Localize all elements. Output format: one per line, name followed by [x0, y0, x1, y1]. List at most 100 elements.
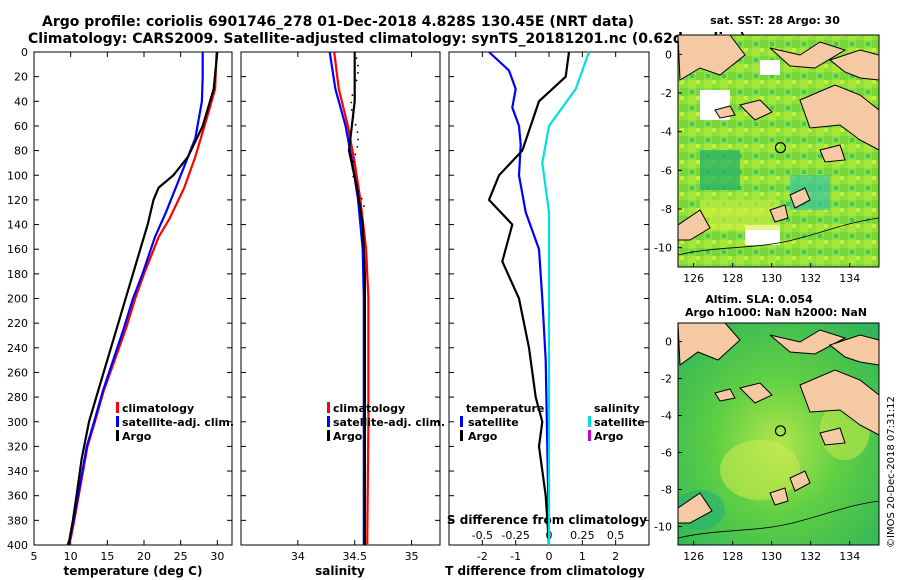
- y-tick-label: 100: [7, 169, 28, 182]
- map-x-tick-label: 128: [722, 272, 743, 285]
- series-t-satellite: [488, 51, 551, 546]
- sla-argo-marker: [774, 425, 787, 437]
- map-y-tick-label: -2: [661, 87, 672, 100]
- x-tick-label: 25: [174, 550, 188, 563]
- series-satellite-adj-clim-: [66, 52, 204, 546]
- map-x-tick-label: 132: [800, 272, 821, 285]
- sla-map: [678, 323, 879, 545]
- sla-map-title2: Argo h1000: NaN h2000: NaN: [685, 306, 867, 319]
- argo-salinity-dot: [350, 101, 353, 104]
- y-tick-label: 360: [7, 490, 28, 503]
- legend-label-climatology: climatology: [122, 402, 194, 415]
- legend-swatch-climatology: [327, 402, 330, 413]
- x-tick-label: 5: [31, 550, 38, 563]
- argo-salinity-dot: [352, 175, 355, 178]
- map-x-tick-label: 130: [761, 272, 782, 285]
- y-tick-label: 400: [7, 539, 28, 552]
- legend-label-s-satellite: satellite: [594, 416, 645, 429]
- y-tick-label: 200: [7, 293, 28, 306]
- argo-salinity-dot: [354, 153, 357, 156]
- legend-swatch-s-satellite: [588, 416, 591, 427]
- series-climatology: [66, 51, 218, 546]
- difference-legend: temperature salinity satellite Argo sate…: [460, 402, 645, 443]
- argo-salinity-dot: [354, 123, 357, 126]
- y-tick-label: 160: [7, 243, 28, 256]
- series-argo: [347, 52, 366, 545]
- map-y-tick-label: -6: [661, 164, 672, 177]
- depth-axis: 0 20 40 60 80 100 120 140 160 180 200 220 240 260 280 3…: [7, 46, 649, 552]
- argo-salinity-dot: [352, 160, 355, 163]
- x-tick-label: 1: [579, 550, 586, 563]
- series-climatology: [333, 51, 370, 546]
- y-tick-label: 80: [14, 145, 28, 158]
- map-y-tick-label: 0: [665, 48, 672, 61]
- y-tick-label: 380: [7, 514, 28, 527]
- y-tick-label: 300: [7, 416, 28, 429]
- temperature-series: [66, 51, 219, 546]
- map-x-tick-label: 128: [722, 550, 743, 563]
- legend-swatch-t-satellite: [460, 416, 463, 427]
- argo-salinity-dot: [351, 94, 354, 97]
- legend-swatch-climatology: [116, 402, 119, 413]
- x-tick-label: 35: [405, 550, 419, 563]
- argo-salinity-dot: [354, 182, 357, 185]
- map-x-tick-label: 126: [683, 550, 704, 563]
- legend-swatch-s-argo: [588, 430, 591, 441]
- legend-label-s-argo: Argo: [594, 430, 624, 443]
- x-tick-label: 2: [612, 550, 619, 563]
- x-tick-label: 10: [64, 550, 78, 563]
- y-tick-label: 240: [7, 342, 28, 355]
- y-tick-label: 220: [7, 317, 28, 330]
- legend-swatch-argo: [116, 430, 119, 441]
- map-y-tick-label: -8: [661, 484, 672, 497]
- sst-map-axes: 126 128 130 132 134 0 -2 -4 -6 -8 -10: [654, 48, 860, 285]
- y-tick-label: 280: [7, 391, 28, 404]
- y-tick-label: 20: [14, 71, 28, 84]
- y-tick-label: 120: [7, 194, 28, 207]
- temperature-x-axis: 5 10 15 20 25 30: [31, 52, 224, 563]
- argo-salinity-dot: [357, 64, 359, 67]
- difference-axis-label: T difference from climatology: [445, 564, 645, 578]
- credit-text: ©IMOS 20-Dec-2018 07:31:12: [886, 396, 897, 548]
- figure-title-line1: Argo profile: coriolis 6901746_278 01-De…: [42, 14, 634, 30]
- map-y-tick-label: -8: [661, 203, 672, 216]
- argo-salinity-dot: [356, 131, 359, 134]
- y-tick-label: 180: [7, 268, 28, 281]
- sst-map: [678, 35, 879, 267]
- argo-salinity-dot: [351, 168, 354, 170]
- temperature-axis-label: temperature (deg C): [64, 564, 203, 578]
- legend-label-satellite: satellite-adj. clim.: [333, 416, 445, 429]
- x-tick-label: 20: [137, 550, 151, 563]
- legend-swatch-satellite: [116, 416, 119, 427]
- temperature-legend: climatology satellite-adj. clim. Argo: [116, 402, 234, 443]
- s-tick-label: 0.5: [607, 529, 625, 542]
- legend-label-satellite: satellite-adj. clim.: [122, 416, 234, 429]
- sla-map-axes: 126 128 130 132 134 0 -2 -4 -6 -8 -10: [654, 336, 860, 564]
- map-y-tick-label: -2: [661, 373, 672, 386]
- argo-salinity-dot: [356, 146, 359, 148]
- legend-header-temperature: temperature: [466, 402, 544, 415]
- argo-salinity-dot: [350, 109, 353, 111]
- argo-salinity-dot: [355, 57, 358, 60]
- y-tick-label: 40: [14, 95, 28, 108]
- x-tick-label: 34: [291, 550, 305, 563]
- y-tick-label: 340: [7, 465, 28, 478]
- legend-label-argo: Argo: [333, 430, 363, 443]
- argo-salinity-dot: [357, 72, 359, 74]
- sst-argo-marker: [774, 142, 787, 154]
- legend-swatch-satellite: [327, 416, 330, 427]
- legend-swatch-argo: [327, 430, 330, 441]
- map-x-tick-label: 132: [800, 550, 821, 563]
- map-y-tick-label: 0: [665, 336, 672, 349]
- y-tick-label: 0: [21, 46, 28, 59]
- map-y-tick-label: -4: [661, 410, 672, 423]
- legend-header-salinity: salinity: [594, 402, 640, 415]
- legend-label-t-argo: Argo: [468, 430, 498, 443]
- x-tick-label: -2: [477, 550, 488, 563]
- legend-label-argo: Argo: [122, 430, 152, 443]
- map-y-tick-label: -10: [654, 521, 672, 534]
- y-tick-label: 260: [7, 366, 28, 379]
- series-satellite-adj-clim-: [328, 51, 365, 545]
- argo-salinity-dot: [363, 205, 365, 207]
- s-tick-label: -0.5: [472, 529, 493, 542]
